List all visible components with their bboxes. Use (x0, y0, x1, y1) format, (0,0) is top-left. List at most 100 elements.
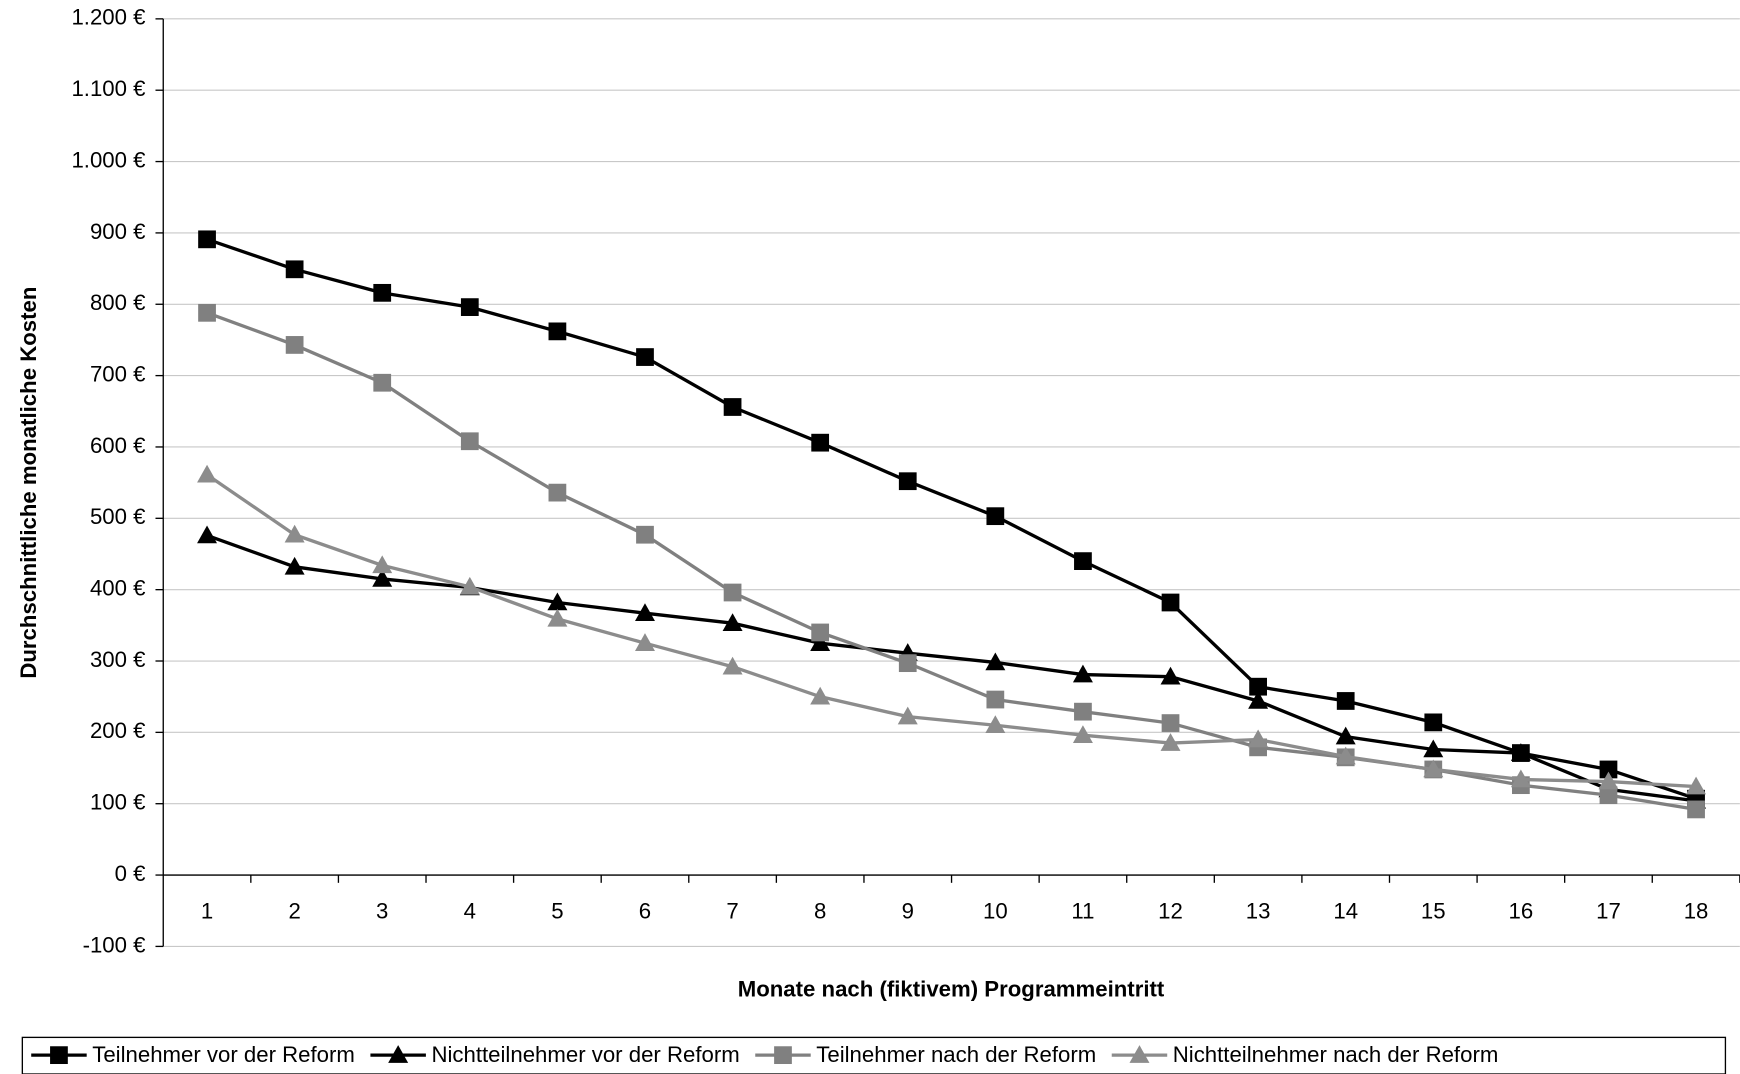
series (198, 230, 1705, 808)
marker (548, 483, 567, 502)
x-tick-label: 6 (639, 899, 651, 924)
y-tick-label: 800 € (90, 290, 146, 315)
marker (547, 608, 568, 627)
marker (1424, 713, 1443, 732)
y-tick-label: 600 € (90, 433, 146, 458)
x-tick-label: 15 (1421, 899, 1446, 924)
y-tick-label: 1.100 € (71, 76, 146, 101)
x-tick-label: 8 (814, 899, 826, 924)
marker (636, 525, 654, 544)
marker (722, 613, 743, 631)
y-tick-label: 1.200 € (71, 5, 146, 30)
marker (811, 623, 830, 642)
marker (897, 706, 918, 725)
x-tick-label: 16 (1509, 899, 1534, 924)
x-tick-label: 17 (1596, 899, 1621, 924)
marker (635, 603, 655, 621)
y-tick-label: 900 € (90, 219, 146, 244)
marker (1687, 800, 1705, 819)
legend-box (21, 1036, 1727, 1074)
marker (1074, 702, 1092, 721)
y-tick-label: -100 € (83, 932, 147, 957)
x-tick-label: 13 (1246, 899, 1271, 924)
marker (811, 433, 830, 452)
marker (810, 633, 831, 651)
marker (284, 556, 305, 575)
marker (986, 690, 1005, 709)
y-tick-label: 200 € (90, 718, 146, 743)
marker (198, 303, 216, 322)
marker (50, 1046, 68, 1065)
x-tick-label: 11 (1071, 899, 1094, 924)
marker (1599, 760, 1618, 779)
marker (547, 592, 568, 611)
marker (459, 576, 480, 595)
marker (1160, 733, 1181, 751)
x-axis-title: Monate nach (fiktivem) Programmeintritt (738, 977, 1165, 1002)
marker (285, 336, 304, 354)
y-tick-label: 500 € (90, 504, 146, 529)
x-tick-label: 7 (726, 899, 738, 924)
series (198, 303, 1705, 819)
y-tick-label: 0 € (115, 861, 147, 886)
x-tick-label: 12 (1158, 899, 1183, 924)
legend-label: Nichtteilnehmer vor der Reform (431, 1042, 739, 1067)
x-tick-label: 14 (1333, 899, 1358, 924)
marker (723, 398, 742, 416)
marker (372, 568, 393, 587)
marker (285, 260, 304, 279)
marker (198, 230, 216, 249)
series (197, 525, 1707, 809)
y-tick-label: 100 € (90, 790, 146, 815)
y-axis-title: Durchschnittliche monatliche Kosten (16, 287, 41, 679)
marker (372, 555, 393, 574)
y-tick-label: 700 € (90, 361, 146, 386)
marker (635, 633, 655, 651)
x-tick-label: 1 (201, 899, 213, 924)
marker (1686, 776, 1707, 795)
marker (985, 652, 1006, 671)
marker (1335, 726, 1356, 745)
marker (197, 525, 218, 544)
marker (1249, 677, 1267, 696)
marker (373, 373, 392, 392)
marker (722, 656, 743, 675)
marker (1129, 1045, 1150, 1063)
x-tick-label: 10 (983, 899, 1008, 924)
marker (1248, 690, 1269, 709)
marker (1599, 786, 1618, 805)
x-tick-label: 5 (551, 899, 563, 924)
marker (1161, 714, 1180, 732)
series-line (206, 533, 1697, 803)
y-tick-label: 1.000 € (71, 147, 146, 172)
marker (898, 472, 917, 491)
y-tick-label: 300 € (90, 647, 146, 672)
marker (985, 715, 1006, 733)
marker (898, 654, 917, 673)
marker (460, 432, 479, 451)
marker (636, 348, 654, 366)
legend-label: Teilnehmer vor der Reform (92, 1042, 355, 1067)
marker (1335, 746, 1356, 765)
marker (723, 583, 742, 602)
marker (986, 507, 1005, 526)
marker (460, 298, 479, 316)
marker (1598, 771, 1619, 790)
x-tick-label: 2 (288, 899, 300, 924)
x-tick-label: 18 (1684, 899, 1709, 924)
legend-label: Nichtteilnehmer nach der Reform (1173, 1042, 1499, 1067)
marker (284, 524, 305, 543)
marker (373, 283, 392, 302)
marker (774, 1046, 792, 1065)
marker (1074, 552, 1092, 570)
x-tick-label: 3 (376, 899, 388, 924)
marker (1160, 666, 1181, 685)
y-tick-label: 400 € (90, 576, 146, 601)
legend-label: Teilnehmer nach der Reform (816, 1042, 1096, 1067)
x-tick-label: 4 (464, 899, 476, 924)
marker (1248, 729, 1269, 748)
marker (1423, 759, 1444, 778)
marker (1161, 593, 1180, 612)
marker (388, 1045, 409, 1063)
